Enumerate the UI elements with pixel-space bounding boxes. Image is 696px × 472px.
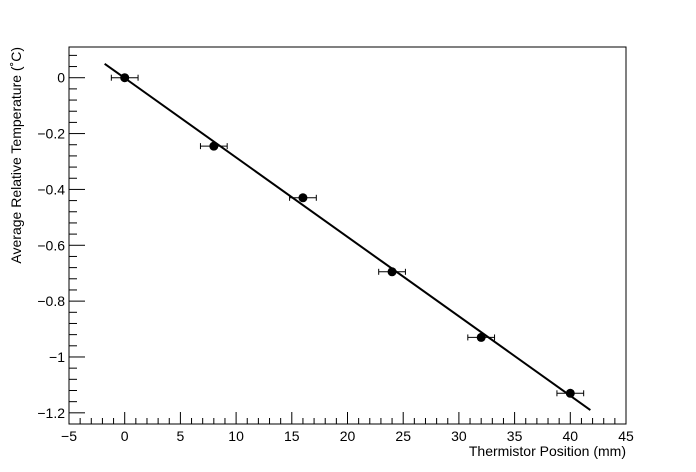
fit-layer — [104, 62, 591, 411]
x-tick-label: 15 — [284, 428, 300, 444]
x-tick-label: −5 — [61, 428, 77, 444]
data-point — [387, 267, 397, 277]
x-axis: −5 0 5 10 15 20 25 30 35 40 45 — [61, 412, 634, 444]
y-tick-label: −1 — [49, 349, 65, 365]
x-tick-label: 0 — [121, 428, 129, 444]
data-point — [298, 193, 308, 203]
x-tick-label: 10 — [228, 428, 244, 444]
y-axis-title: Average Relative Temperature (˚C) — [8, 47, 24, 264]
y-tick-label: −0.4 — [37, 181, 65, 197]
y-tick-label: −1.2 — [37, 405, 65, 421]
x-tick-label: 25 — [395, 428, 411, 444]
data-point — [565, 388, 575, 398]
x-axis-title: Thermistor Position (mm) — [469, 443, 626, 459]
data-point — [120, 73, 130, 83]
x-tick-label: 30 — [451, 428, 467, 444]
data-point — [209, 141, 219, 151]
y-tick-label: −0.6 — [37, 237, 65, 253]
data-point — [476, 332, 486, 342]
plot-frame — [68, 46, 627, 425]
y-tick-label: 0 — [57, 70, 65, 86]
x-tick-label: 20 — [340, 428, 356, 444]
y-tick-label: −0.2 — [37, 126, 65, 142]
x-tick-label: 45 — [618, 428, 634, 444]
points-layer — [110, 73, 585, 398]
y-axis: 0 −0.2 −0.4 −0.6 −0.8 −1 −1.2 — [37, 54, 85, 425]
x-tick-label: 5 — [177, 428, 185, 444]
x-tick-label: 40 — [563, 428, 579, 444]
fit-line — [104, 62, 591, 411]
y-tick-label: −0.8 — [37, 293, 65, 309]
x-tick-label: 35 — [507, 428, 523, 444]
